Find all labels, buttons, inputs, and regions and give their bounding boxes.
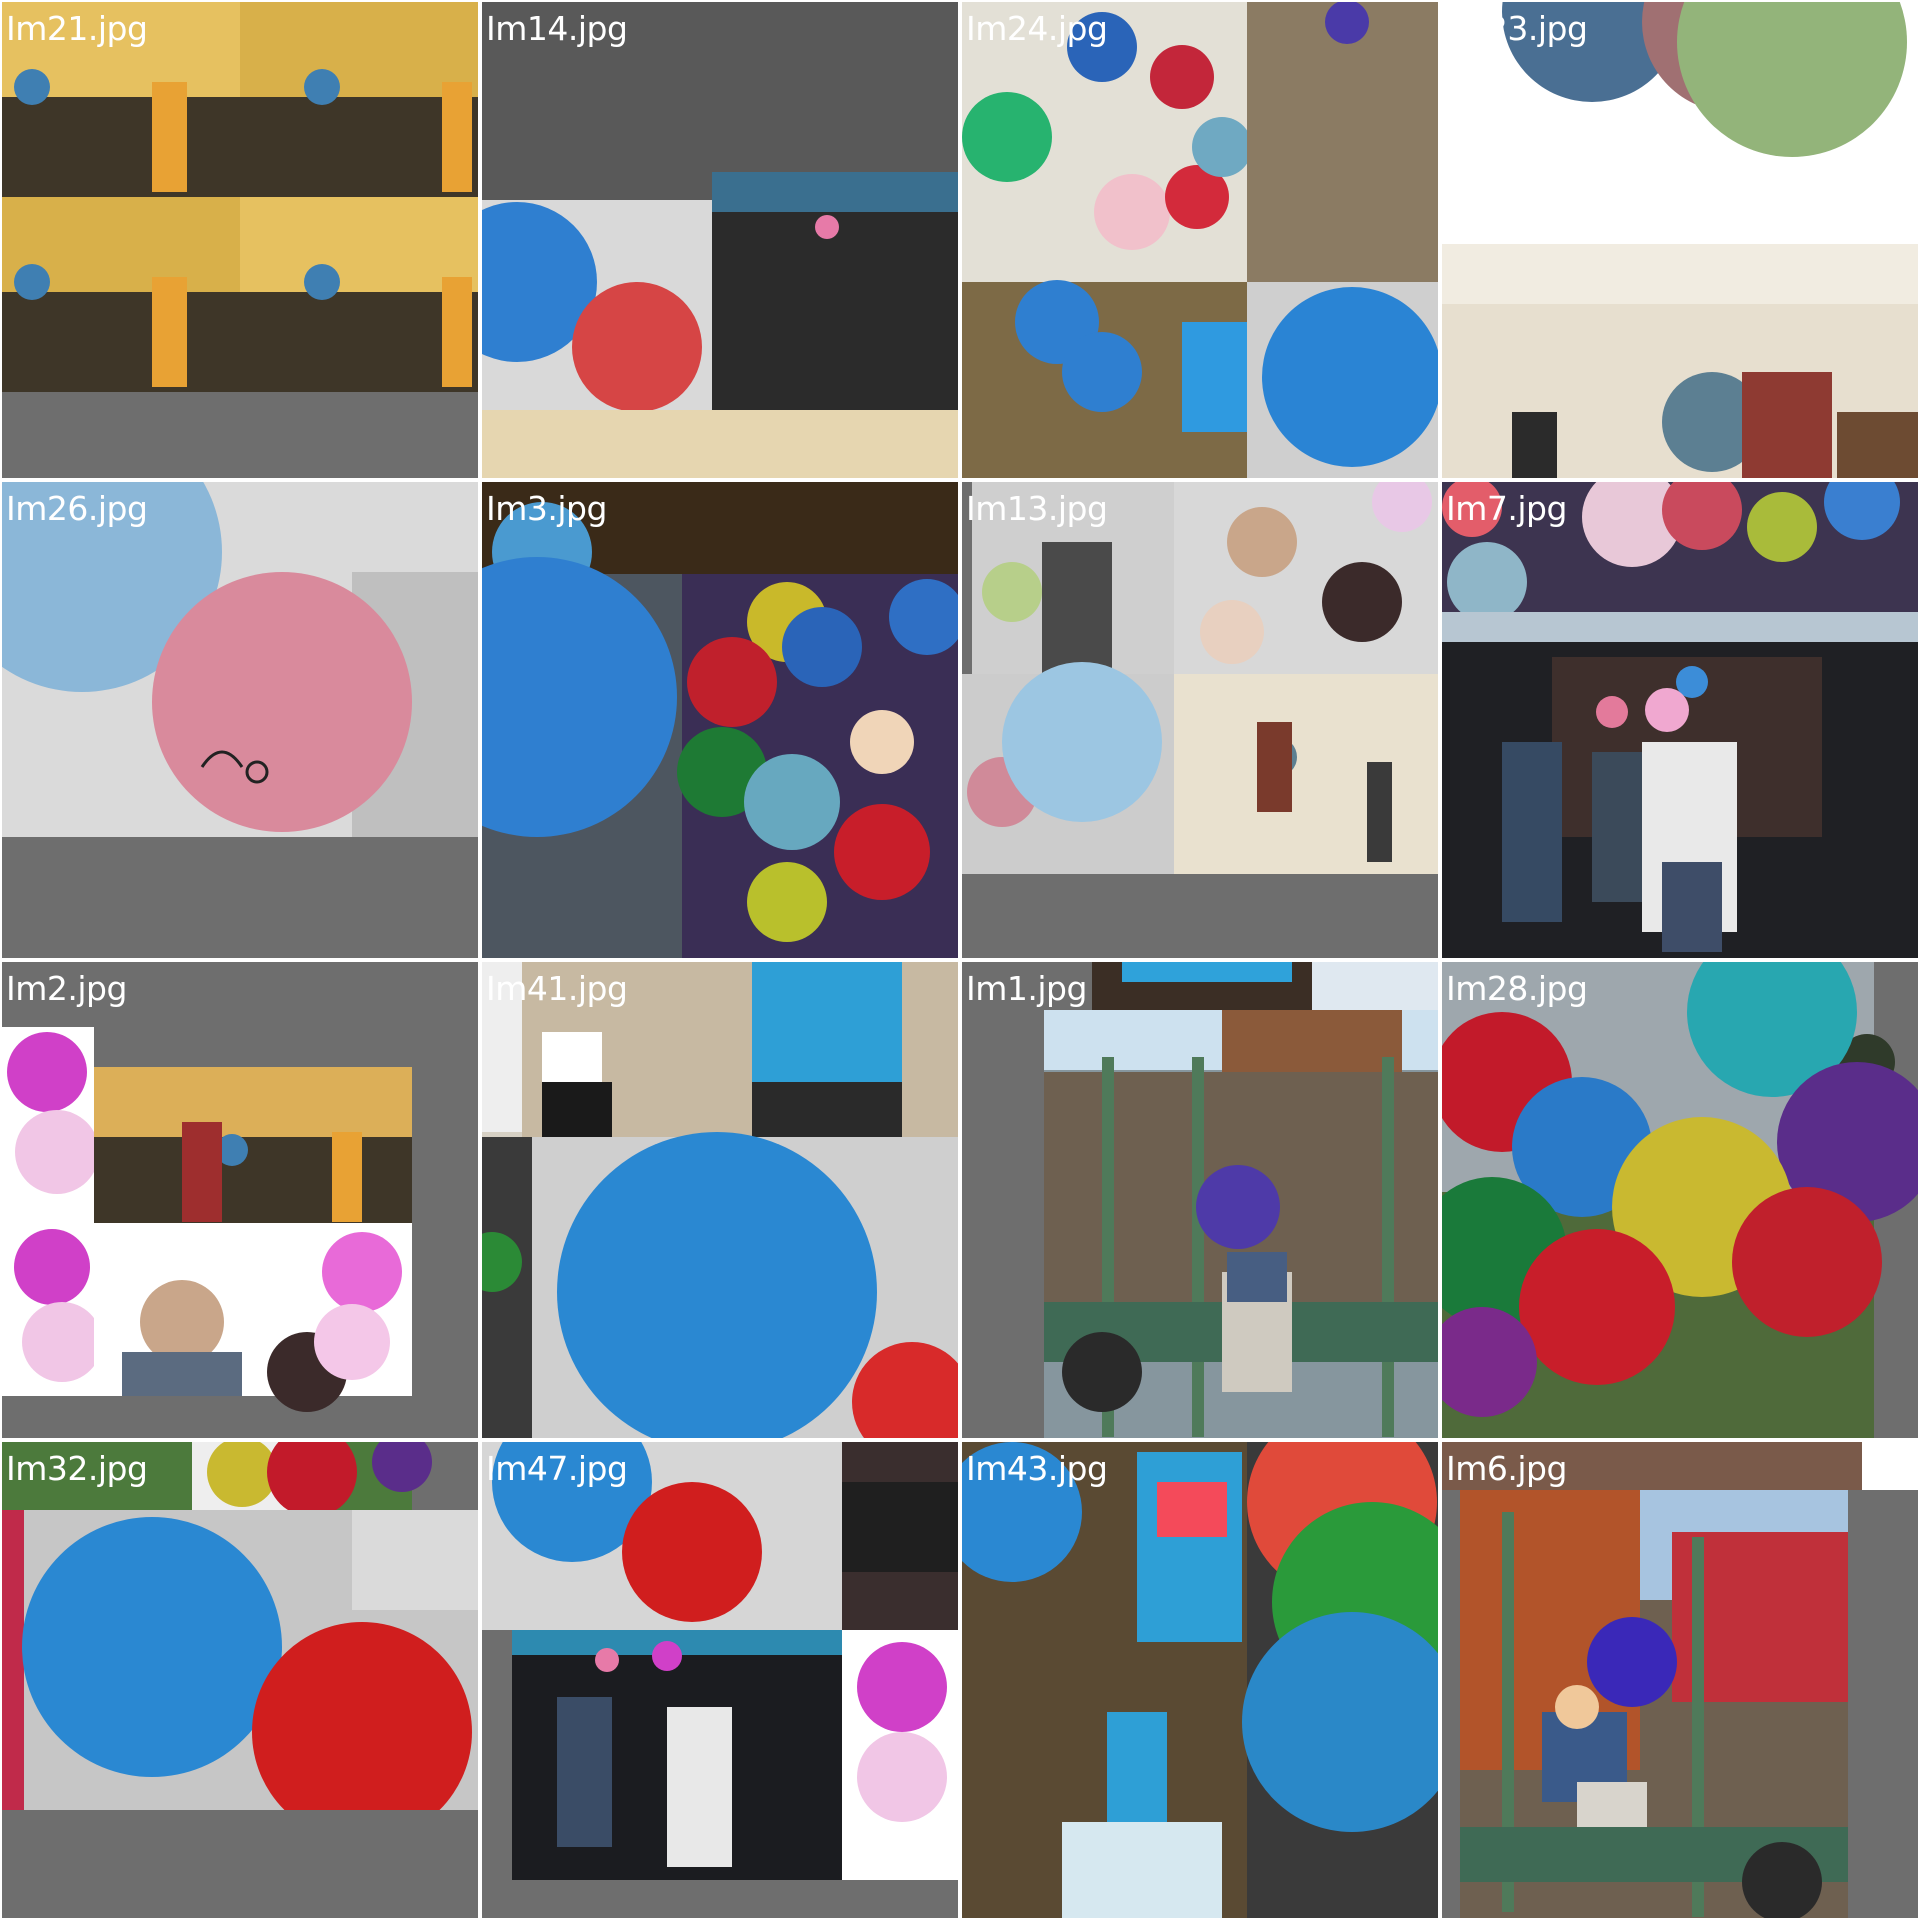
image-tile[interactable]: Im2.jpg — [2, 962, 478, 1438]
photo-collage — [1442, 962, 1918, 1438]
image-tile[interactable]: Im6.jpg — [1442, 1442, 1918, 1918]
photo-collage — [1442, 1442, 1918, 1918]
image-tile[interactable]: Im1.jpg — [962, 962, 1438, 1438]
photo-collage — [482, 482, 958, 958]
photo-collage — [962, 482, 1438, 958]
photo-collage — [1442, 2, 1918, 478]
image-tile[interactable]: Im43.jpg — [962, 1442, 1438, 1918]
photo-collage — [962, 2, 1438, 478]
image-tile[interactable]: Im14.jpg — [482, 2, 958, 478]
image-tile[interactable]: Im23.jpg — [1442, 2, 1918, 478]
photo-collage — [482, 962, 958, 1438]
image-tile[interactable]: Im13.jpg — [962, 482, 1438, 958]
image-tile[interactable]: Im32.jpg — [2, 1442, 478, 1918]
photo-collage — [1442, 482, 1918, 958]
image-tile[interactable]: Im24.jpg — [962, 2, 1438, 478]
photo-collage — [2, 1442, 478, 1918]
image-tile[interactable]: Im7.jpg — [1442, 482, 1918, 958]
photo-collage — [482, 1442, 958, 1918]
photo-collage — [482, 2, 958, 478]
image-tile[interactable]: Im28.jpg — [1442, 962, 1918, 1438]
photo-collage — [2, 482, 478, 958]
photo-collage — [962, 962, 1438, 1438]
photo-collage — [2, 2, 478, 478]
photo-collage — [962, 1442, 1438, 1918]
image-tile[interactable]: Im3.jpg — [482, 482, 958, 958]
image-tile[interactable]: Im41.jpg — [482, 962, 958, 1438]
image-tile[interactable]: Im47.jpg — [482, 1442, 958, 1918]
image-tile[interactable]: Im21.jpg — [2, 2, 478, 478]
image-tile[interactable]: Im26.jpg — [2, 482, 478, 958]
photo-collage — [2, 962, 478, 1438]
